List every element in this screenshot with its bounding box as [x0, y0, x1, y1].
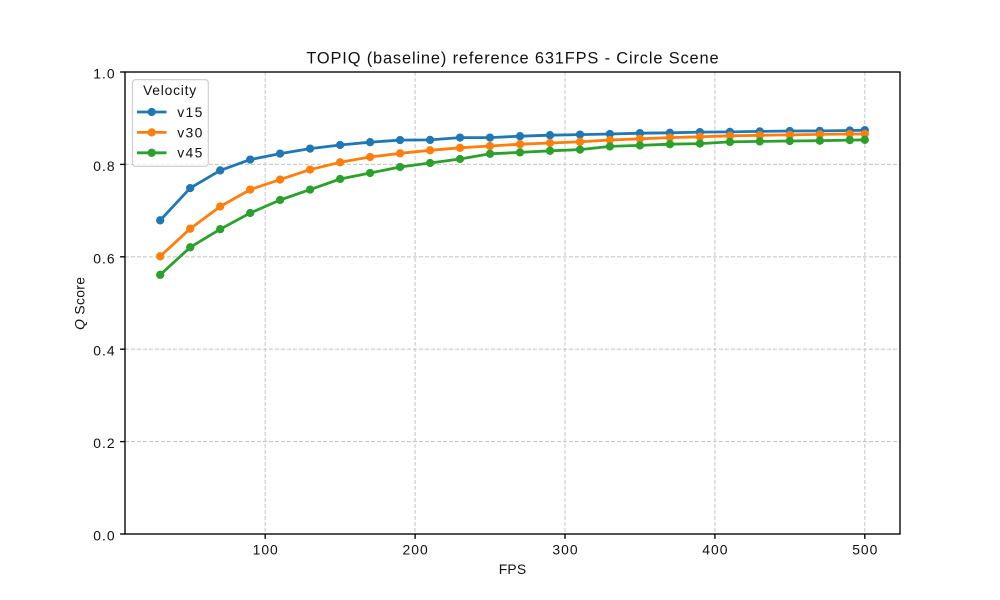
svg-text:0.4: 0.4	[93, 343, 115, 359]
svg-text:0.0: 0.0	[93, 528, 115, 544]
svg-text:400: 400	[702, 542, 728, 558]
svg-text:FPS: FPS	[499, 561, 527, 577]
svg-text:v45: v45	[177, 145, 203, 161]
svg-text:200: 200	[403, 542, 429, 558]
svg-text:300: 300	[552, 542, 578, 558]
svg-text:0.2: 0.2	[93, 435, 115, 451]
svg-text:Q Score: Q Score	[72, 277, 88, 330]
svg-text:TOPIQ (baseline) reference 631: TOPIQ (baseline) reference 631FPS - Circ…	[306, 49, 719, 67]
svg-text:0.6: 0.6	[93, 250, 115, 266]
svg-text:0.8: 0.8	[93, 158, 115, 174]
svg-text:500: 500	[852, 542, 878, 558]
svg-text:100: 100	[253, 542, 279, 558]
svg-text:v30: v30	[177, 124, 203, 140]
svg-text:1.0: 1.0	[93, 66, 115, 82]
svg-text:v15: v15	[177, 104, 203, 120]
svg-text:Velocity: Velocity	[143, 82, 197, 98]
